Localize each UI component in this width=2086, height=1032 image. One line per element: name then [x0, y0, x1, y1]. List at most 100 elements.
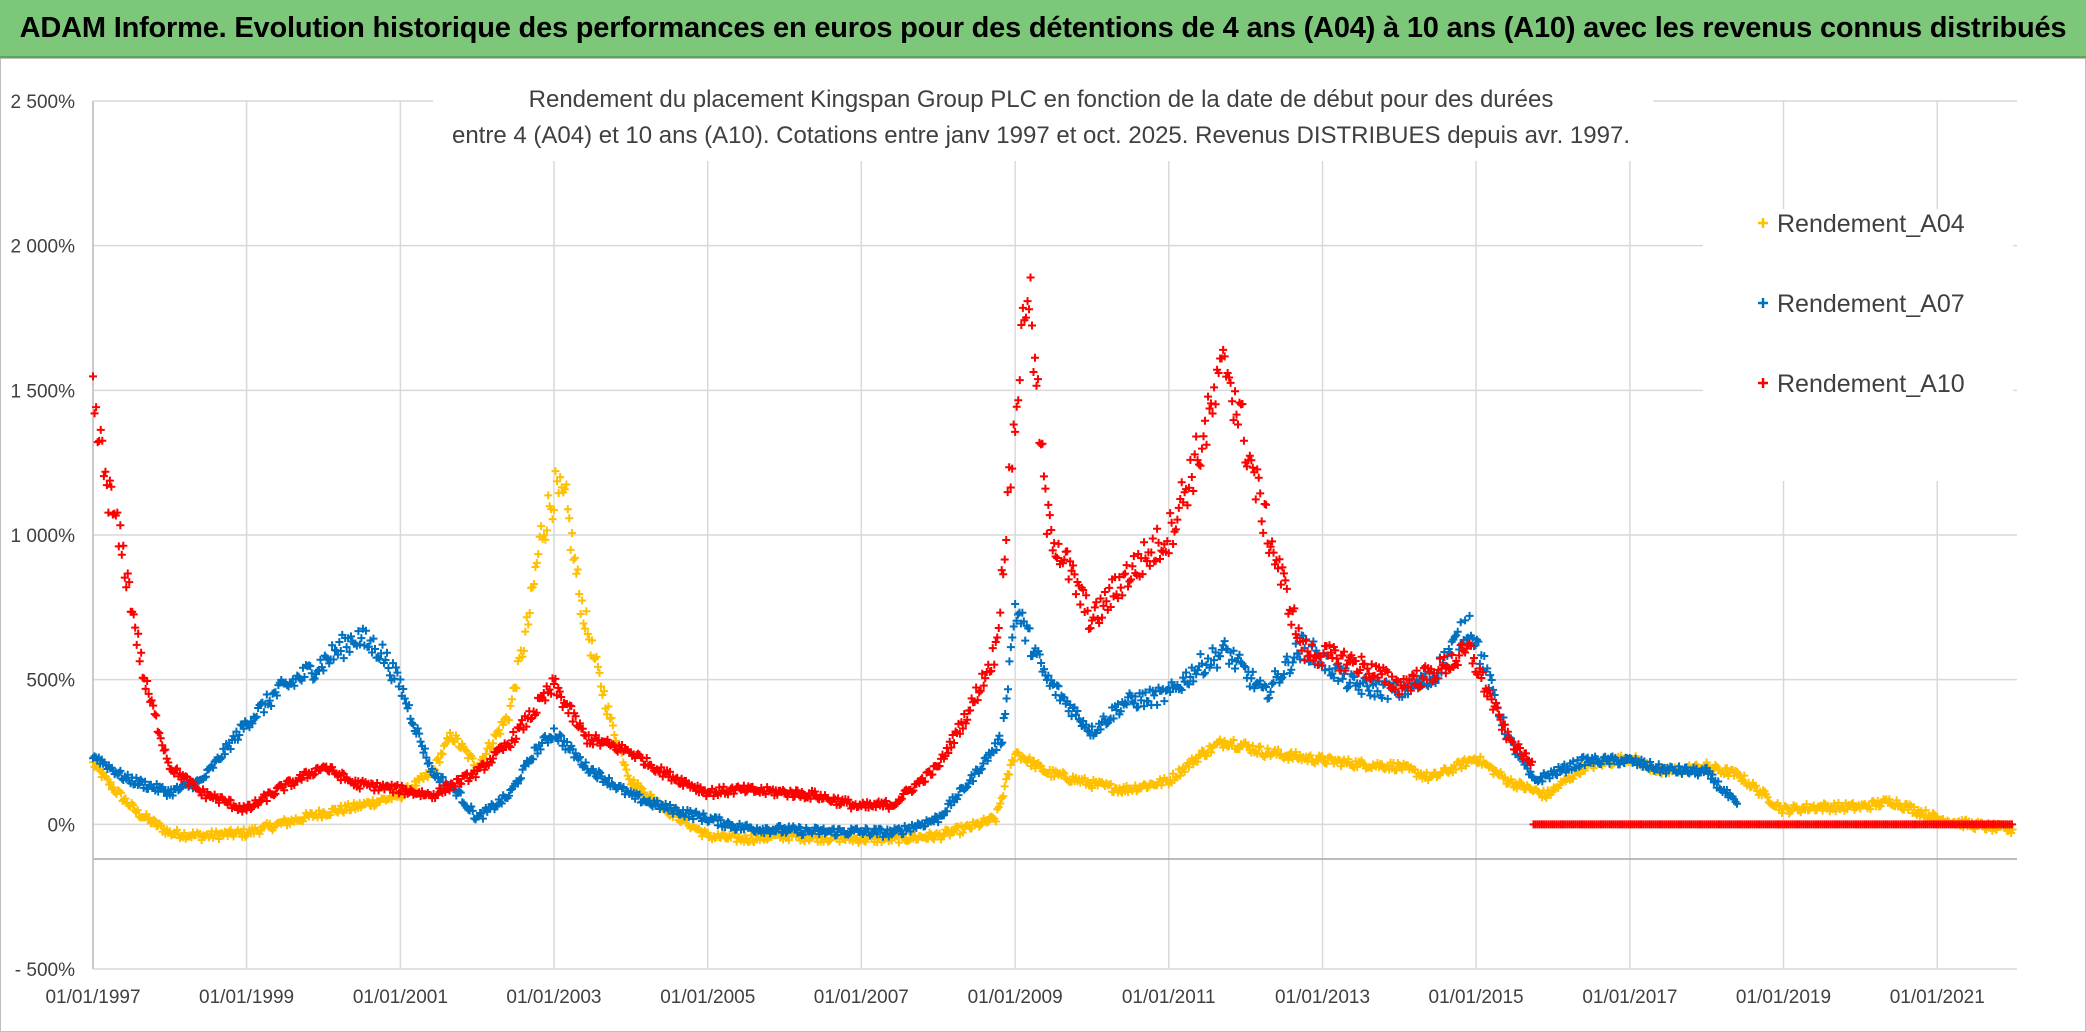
data-point: [1248, 741, 1257, 750]
data-point: [133, 805, 142, 814]
data-point: [1029, 368, 1038, 377]
data-point: [491, 731, 500, 740]
data-point: [214, 835, 223, 844]
data-point: [106, 778, 115, 787]
data-point: [1515, 777, 1524, 786]
data-point: [1008, 756, 1017, 765]
data-point: [1763, 793, 1772, 802]
x-tick-label: 01/01/2015: [1429, 987, 1524, 1008]
data-point: [435, 758, 444, 767]
data-point: [1231, 387, 1240, 396]
data-point: [296, 675, 305, 684]
data-point: [1451, 765, 1460, 774]
data-point: [1357, 652, 1366, 661]
data-point: [1248, 667, 1257, 676]
data-point: [141, 777, 150, 786]
x-tick-label: 01/01/2005: [660, 987, 755, 1008]
data-point: [132, 640, 141, 649]
data-point: [588, 636, 597, 645]
data-point: [496, 729, 505, 738]
data-point: [580, 624, 589, 633]
data-point: [93, 438, 102, 447]
data-point: [1063, 547, 1072, 556]
data-point: [568, 529, 577, 538]
data-point: [572, 569, 581, 578]
data-point: [90, 409, 99, 418]
data-point: [1468, 659, 1477, 668]
data-point: [1422, 768, 1431, 777]
data-point: [133, 781, 142, 790]
data-point: [575, 590, 584, 599]
data-point: [107, 482, 116, 491]
data-point: [1231, 664, 1240, 673]
data-point: [1202, 752, 1211, 761]
data-point: [1026, 273, 1035, 282]
data-point: [1011, 599, 1020, 608]
data-point: [1219, 345, 1228, 354]
data-point: [999, 792, 1008, 801]
y-tick-label: 500%: [26, 671, 75, 692]
data-point: [509, 727, 518, 736]
data-point: [434, 754, 443, 763]
data-point: [416, 737, 425, 746]
data-point: [336, 647, 345, 656]
data-point: [719, 829, 728, 838]
data-point: [1740, 771, 1749, 780]
data-point: [518, 652, 527, 661]
data-point: [1256, 742, 1265, 751]
data-point: [145, 813, 154, 822]
data-point: [620, 761, 629, 770]
data-point: [529, 580, 538, 589]
data-point: [252, 712, 261, 721]
data-point: [1512, 784, 1521, 793]
data-point: [566, 545, 575, 554]
data-point: [1005, 770, 1014, 779]
banner-title: ADAM Informe. Evolution historique des p…: [19, 11, 2067, 44]
data-point: [1228, 397, 1237, 406]
data-point: [1047, 525, 1056, 534]
data-point: [438, 750, 447, 759]
data-point: [1818, 806, 1827, 815]
data-point: [1720, 770, 1729, 779]
data-point: [622, 765, 631, 774]
data-point: [1796, 808, 1805, 817]
data-point: [1905, 800, 1914, 809]
data-point: [506, 701, 515, 710]
data-point: [1849, 799, 1857, 808]
data-point: [233, 735, 242, 744]
data-point: [1106, 779, 1115, 788]
data-point: [993, 633, 1002, 642]
data-point: [1257, 517, 1266, 526]
data-point: [1021, 636, 1030, 645]
data-point: [999, 713, 1008, 722]
data-point: [1012, 402, 1021, 411]
data-point: [132, 773, 141, 782]
data-point: [1265, 693, 1274, 702]
data-point: [958, 828, 967, 837]
data-point: [290, 681, 299, 690]
data-point: [116, 521, 125, 530]
legend-label: Rendement_A10: [1777, 370, 1965, 398]
data-point: [636, 783, 645, 792]
data-point: [382, 648, 391, 657]
data-point: [531, 563, 540, 572]
data-point: [89, 372, 97, 381]
data-point: [489, 739, 498, 748]
data-point: [1033, 375, 1042, 384]
data-point: [1093, 615, 1102, 624]
data-point: [423, 773, 432, 782]
data-point: [1239, 436, 1248, 445]
data-point: [1042, 529, 1051, 538]
data-point: [259, 708, 268, 717]
data-point: [1105, 583, 1114, 592]
data-point: [1278, 563, 1287, 572]
data-point: [175, 784, 184, 793]
data-point: [361, 626, 370, 635]
chart-frame: - 500% 0% 500% 1 000% 1 500% 2 000% 2 500% 01/0…: [0, 58, 2086, 1032]
data-point: [507, 695, 516, 704]
data-point: [1291, 748, 1300, 757]
data-point: [1201, 668, 1210, 677]
data-point: [1782, 802, 1791, 811]
data-point: [209, 763, 218, 772]
data-point: [1229, 736, 1238, 745]
